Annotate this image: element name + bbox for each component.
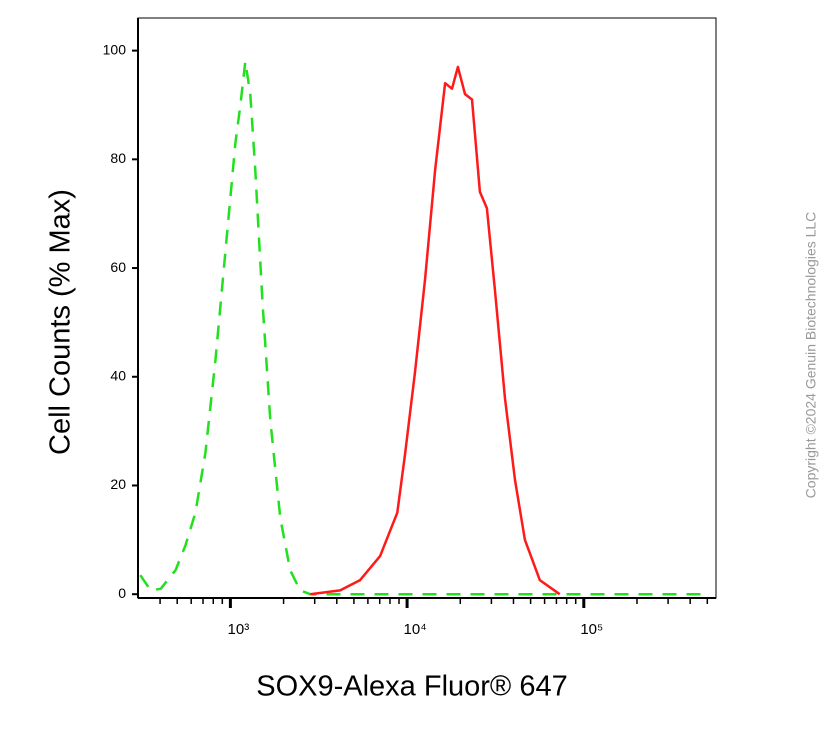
y-tick-label: 0 bbox=[118, 585, 126, 601]
series-line bbox=[310, 65, 561, 596]
y-tick-label: 60 bbox=[110, 259, 126, 275]
plot-frame bbox=[137, 17, 717, 599]
y-tick-label: 20 bbox=[110, 476, 126, 492]
x-tick-label: 10³ bbox=[228, 621, 250, 638]
watermark: Copyright ©2024 Genuin Biotechnologies L… bbox=[803, 212, 819, 499]
y-tick-label: 100 bbox=[103, 41, 127, 57]
y-tick-label: 40 bbox=[110, 367, 126, 383]
series-line bbox=[139, 60, 708, 596]
y-tick-label: 80 bbox=[110, 150, 126, 166]
y-axis-label: Cell Counts (% Max) bbox=[45, 189, 77, 455]
x-axis-label: SOX9-Alexa Fluor® 647 bbox=[256, 671, 568, 703]
x-tick-label: 10⁵ bbox=[580, 621, 603, 638]
x-tick-label: 10⁴ bbox=[404, 621, 427, 638]
